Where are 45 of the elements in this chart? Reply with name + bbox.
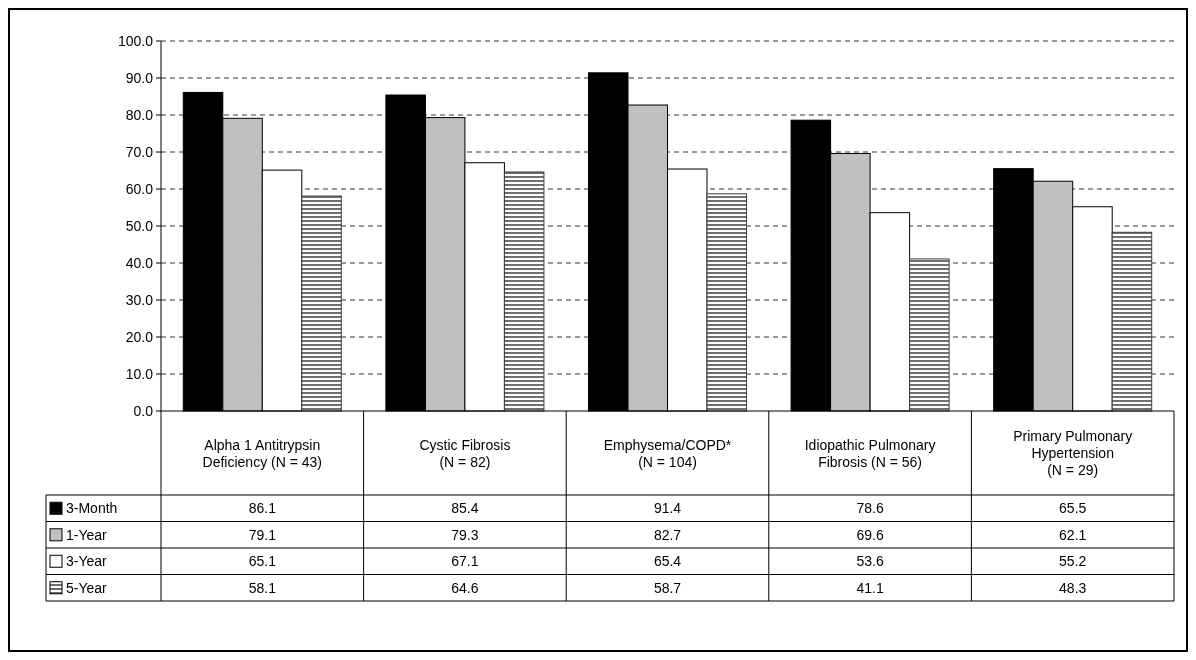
data-label: 62.1 — [1059, 526, 1087, 543]
x-tick-label: Alpha 1 Antitrypsin Deficiency (N = 43) — [202, 436, 323, 470]
legend-label: 3-Year — [66, 553, 108, 570]
data-label: 48.3 — [1059, 579, 1087, 596]
y-tick-label: 10.0 — [125, 365, 154, 382]
data-label: 91.4 — [653, 500, 682, 517]
data-label: 41.1 — [856, 579, 884, 596]
bar — [503, 171, 545, 412]
legend-label: 5-Year — [66, 579, 108, 596]
data-label: 65.5 — [1059, 500, 1087, 517]
y-tick-label: 60.0 — [125, 180, 154, 197]
data-label: 55.2 — [1059, 553, 1087, 570]
x-tick-label: Primary Pulmonary Hypertension (N = 29) — [1013, 428, 1133, 478]
data-label: 79.3 — [451, 526, 479, 543]
y-tick-label: 50.0 — [125, 217, 154, 234]
data-label: 64.6 — [451, 579, 479, 596]
data-label: 53.6 — [856, 553, 884, 570]
x-tick-label: Idiopathic Pulmonary Fibrosis (N = 56) — [804, 436, 936, 470]
bar — [706, 193, 748, 412]
y-tick-label: 20.0 — [125, 328, 154, 345]
bar — [909, 258, 950, 412]
y-tick-label: 30.0 — [125, 291, 154, 308]
legend-label: 1-Year — [66, 526, 108, 543]
data-label: 86.1 — [248, 500, 277, 517]
x-tick-label: Emphysema/COPD* (N = 104) — [603, 436, 732, 470]
y-tick-label: 40.0 — [125, 254, 154, 271]
data-label: 58.1 — [248, 579, 277, 596]
data-label: 65.1 — [248, 553, 277, 570]
y-tick-label: 70.0 — [125, 143, 154, 160]
bar — [301, 195, 342, 412]
data-label: 78.6 — [856, 500, 884, 517]
y-tick-label: 0.0 — [133, 402, 154, 419]
x-tick-label: Cystic Fibrosis (N = 82) — [419, 436, 511, 470]
data-label: 79.1 — [248, 526, 277, 543]
data-label: 65.4 — [653, 553, 682, 570]
data-label: 82.7 — [653, 526, 682, 543]
data-label: 85.4 — [451, 500, 479, 517]
data-label: 67.1 — [451, 553, 479, 570]
y-tick-label: 100.0 — [117, 32, 154, 49]
y-tick-label: 80.0 — [125, 106, 154, 123]
data-label: 58.7 — [653, 579, 682, 596]
bar — [1111, 231, 1153, 412]
data-label: 69.6 — [856, 526, 884, 543]
y-tick-label: 90.0 — [125, 69, 154, 86]
legend-label: 3-Month — [66, 500, 118, 517]
